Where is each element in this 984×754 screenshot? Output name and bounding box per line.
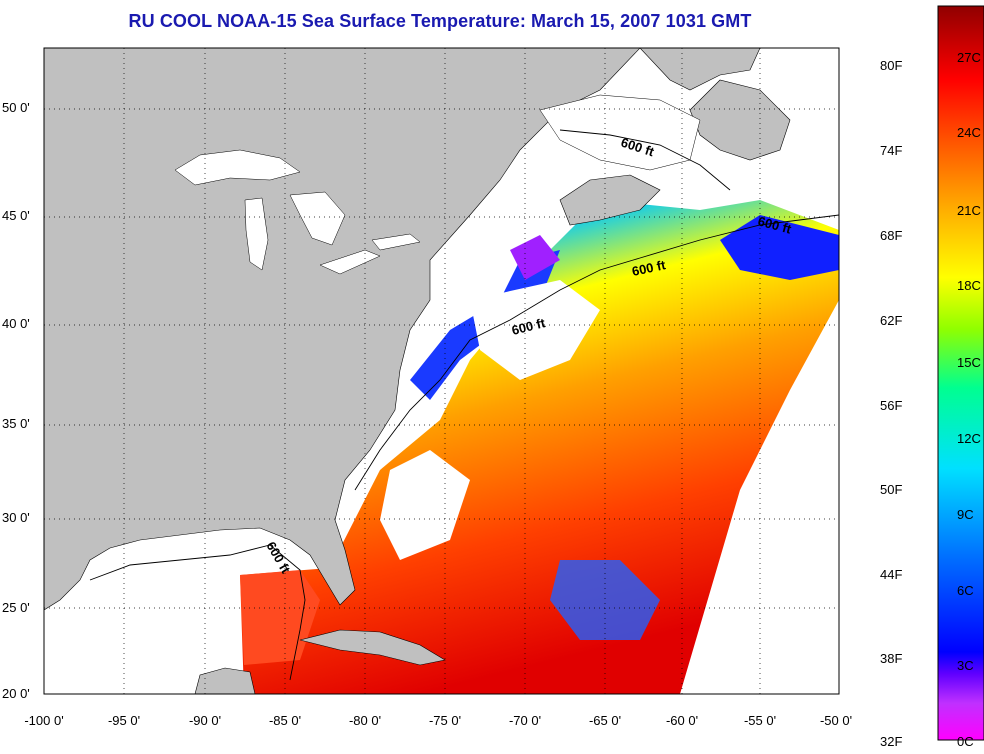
lat-label: 35 0' (2, 416, 30, 431)
isobath-label: 600 ft (631, 257, 668, 279)
sst-swath (240, 200, 839, 694)
colorbar-label-c: 0C (957, 734, 974, 749)
lon-label: -60 0' (665, 713, 699, 728)
lon-label: -50 0' (819, 713, 853, 728)
isobath-600ft-gulf (89, 544, 306, 681)
colorbar-label-f: 56F (880, 398, 903, 413)
lake-ontario (371, 233, 421, 251)
colorbar-label-c: 6C (957, 583, 974, 598)
cool-eddy-south (550, 560, 660, 640)
lon-label: -55 0' (743, 713, 777, 728)
lon-label: -75 0' (428, 713, 462, 728)
lon-label: -90 0' (188, 713, 222, 728)
cloud-patch (470, 280, 600, 380)
lat-label: 30 0' (2, 510, 30, 525)
lake-michigan (244, 197, 269, 271)
north-america-land (44, 48, 641, 611)
colorbar-label-c: 27C (957, 50, 981, 65)
colorbar-label-c: 12C (957, 431, 981, 446)
colorbar-label-c: 9C (957, 507, 974, 522)
colorbar-label-f: 38F (880, 651, 903, 666)
colorbar-label-f: 62F (880, 313, 903, 328)
lon-label: -95 0' (107, 713, 141, 728)
colorbar-label-f: 68F (880, 228, 903, 243)
maritimes-land (559, 174, 661, 226)
yucatan-land (194, 667, 256, 694)
lake-erie (319, 249, 381, 275)
lon-label: -85 0' (268, 713, 302, 728)
colorbar-label-f: 50F (880, 482, 903, 497)
colorbar (937, 5, 984, 741)
lake-huron (289, 191, 346, 246)
colorbar-label-c: 18C (957, 278, 981, 293)
lat-label: 25 0' (2, 600, 30, 615)
lat-label: 50 0' (2, 100, 30, 115)
colorbar-label-f: 80F (880, 58, 903, 73)
lon-label: -70 0' (508, 713, 542, 728)
lake-superior (174, 149, 301, 186)
isobath-600ft-stlawrence (559, 129, 731, 191)
lat-label: 45 0' (2, 208, 30, 223)
colorbar-label-c: 3C (957, 658, 974, 673)
cuba-land (299, 629, 446, 666)
colorbar-label-c: 21C (957, 203, 981, 218)
isobath-600ft-atlantic (354, 214, 839, 491)
newfoundland-land (689, 79, 791, 161)
colorbar-label-c: 24C (957, 125, 981, 140)
lon-label: -100 0' (24, 713, 64, 728)
colorbar-label-f: 44F (880, 567, 903, 582)
map-title: RU COOL NOAA-15 Sea Surface Temperature:… (128, 11, 752, 31)
lon-label: -65 0' (588, 713, 622, 728)
labrador-land (639, 48, 761, 91)
cloud-patch-south (380, 450, 470, 560)
colorbar-label-f: 32F (880, 734, 903, 749)
cold-patch-northeast (720, 215, 839, 280)
violet-patch (510, 235, 560, 280)
map-border (43, 47, 840, 695)
colorbar-label-c: 15C (957, 355, 981, 370)
warm-gulf-patch (240, 570, 320, 665)
lon-label: -80 0' (348, 713, 382, 728)
lat-label: 20 0' (2, 686, 30, 701)
lat-label: 40 0' (2, 316, 30, 331)
colorbar-label-f: 74F (880, 143, 903, 158)
